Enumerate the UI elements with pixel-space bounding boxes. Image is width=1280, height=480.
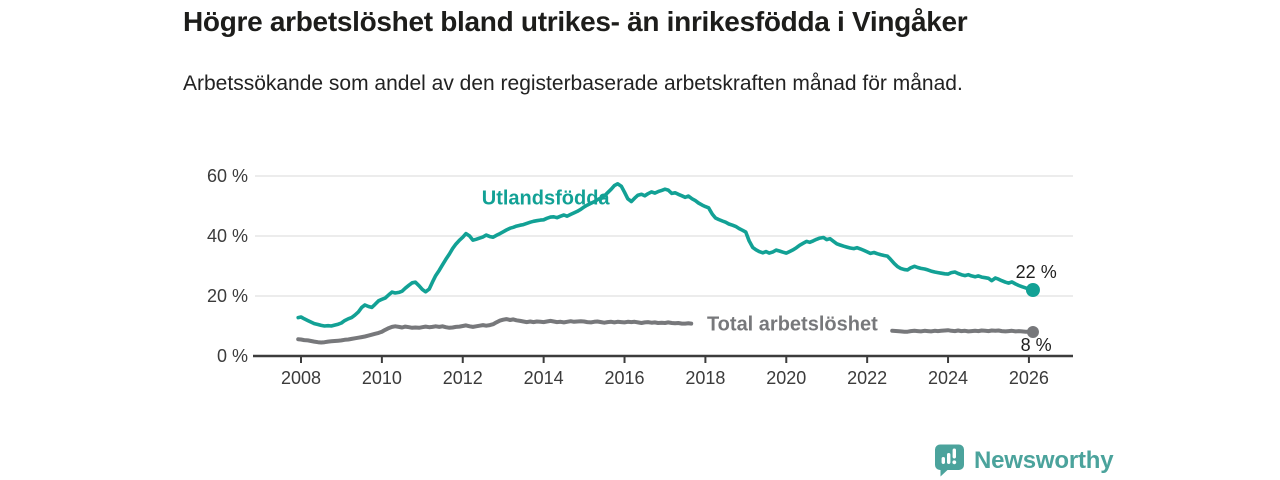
exclamation-dot [952, 460, 957, 465]
end-value-label-total-arbetsl-shet: 8 % [1021, 335, 1052, 355]
exclamation-bar [952, 448, 956, 459]
x-tick-label-2024: 2024 [928, 368, 968, 388]
series-label-total-arbetsl-shet: Total arbetslöshet [707, 314, 878, 336]
line-chart-container: 0 % 20 % 40 % 60 % 2008 2010 2012 2014 2016 2018 2… [170, 158, 1090, 400]
x-tick-label-2022: 2022 [847, 368, 887, 388]
y-tick-label-0: 0 % [217, 346, 248, 366]
series-label-utlandsf-dda: Utlandsfödda [482, 188, 611, 210]
newsworthy-logo: Newsworthy [934, 444, 1114, 477]
y-tick-label-60: 60 % [207, 166, 248, 186]
y-tick-label-20: 20 % [207, 286, 248, 306]
brand-name: Newsworthy [974, 446, 1114, 474]
x-tick-label-2010: 2010 [362, 368, 402, 388]
series-line-total-arbetsl-shet-1 [296, 317, 694, 345]
series-line-utlandsf-dda [296, 181, 1035, 328]
x-tick-label-2020: 2020 [766, 368, 806, 388]
series-end-dot-total-arbetsl-shet [1026, 326, 1039, 338]
newsworthy-chart-bubble-icon [935, 444, 964, 477]
end-value-label-utlandsf-dda: 22 % [1016, 262, 1057, 282]
bar-tall [947, 453, 951, 464]
x-tick-label-2012: 2012 [443, 368, 483, 388]
y-tick-label-40: 40 % [207, 226, 248, 246]
x-tick-label-2014: 2014 [524, 368, 564, 388]
x-tick-label-2026: 2026 [1009, 368, 1049, 388]
line-chart: 0 % 20 % 40 % 60 % 2008 2010 2012 2014 2016 2018 2… [207, 166, 1073, 388]
x-tick-label-2008: 2008 [281, 368, 321, 388]
bar-short [941, 457, 945, 464]
x-tick-label-2016: 2016 [604, 368, 644, 388]
series-line-total-arbetsl-shet-2 [890, 328, 1035, 334]
x-tick-label-2018: 2018 [685, 368, 725, 388]
page-title: Högre arbetslöshet bland utrikes- än inr… [183, 6, 968, 37]
page-subtitle: Arbetssökande som andel av den registerb… [183, 72, 963, 95]
series-end-dot-utlandsf-dda [1025, 283, 1040, 297]
